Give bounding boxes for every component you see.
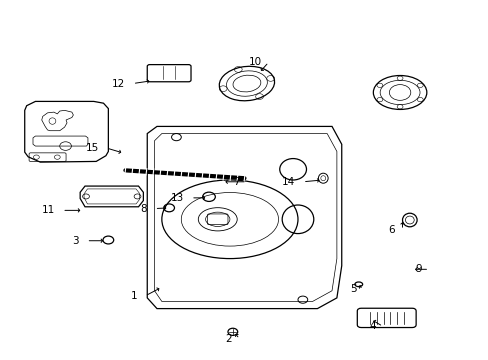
Text: 3: 3 [72,236,79,246]
Text: 4: 4 [368,321,375,332]
Text: 2: 2 [225,334,232,344]
Text: 5: 5 [349,284,356,294]
Text: 8: 8 [141,203,147,213]
Text: 9: 9 [414,264,421,274]
Text: 13: 13 [170,193,183,203]
Text: 1: 1 [131,291,137,301]
Text: 15: 15 [85,143,99,153]
Text: 6: 6 [388,225,394,235]
Text: 7: 7 [233,177,239,187]
Text: 10: 10 [248,57,261,67]
Text: 11: 11 [41,205,55,215]
Text: 14: 14 [282,177,295,187]
Text: 12: 12 [112,78,125,89]
